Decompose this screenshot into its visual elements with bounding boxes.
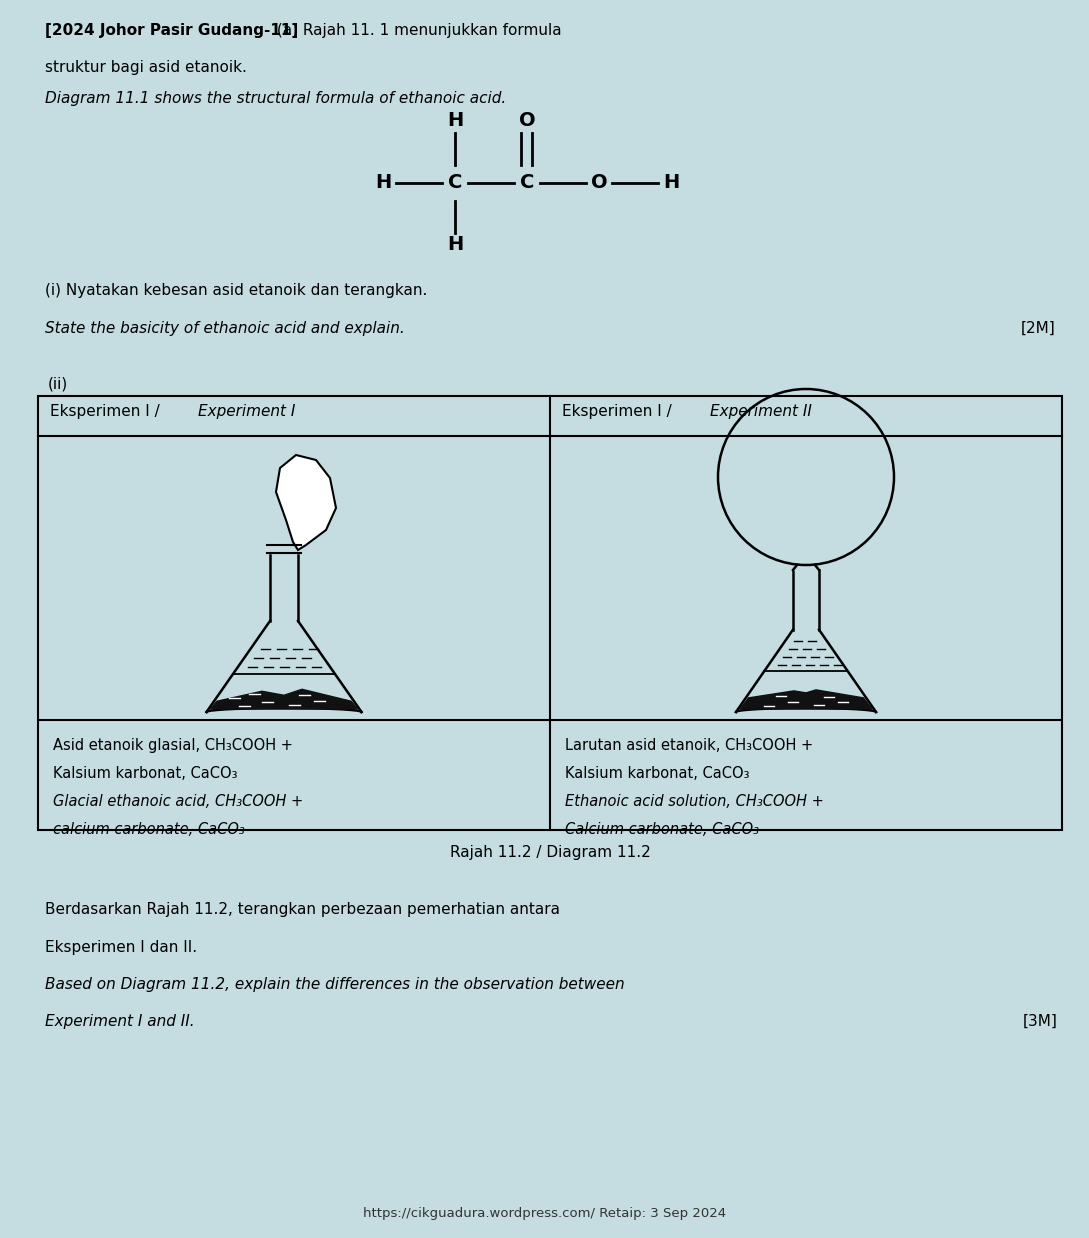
Text: [2M]: [2M] <box>1020 321 1055 335</box>
Text: https://cikguadura.wordpress.com/ Retaip: 3 Sep 2024: https://cikguadura.wordpress.com/ Retaip… <box>364 1207 726 1219</box>
Text: struktur bagi asid etanoik.: struktur bagi asid etanoik. <box>45 59 247 76</box>
Polygon shape <box>210 690 357 709</box>
Bar <box>38 396 1062 829</box>
Text: Diagram 11.1 shows the structural formula of ethanoic acid.: Diagram 11.1 shows the structural formul… <box>45 92 506 106</box>
Text: calcium carbonate, CaCO₃: calcium carbonate, CaCO₃ <box>53 822 245 837</box>
Text: State the basicity of ethanoic acid and explain.: State the basicity of ethanoic acid and … <box>45 321 405 335</box>
Text: Experiment II: Experiment II <box>710 404 812 418</box>
Text: (ii): (ii) <box>48 376 69 391</box>
Text: H: H <box>375 173 391 192</box>
Text: Asid etanoik glasial, CH₃COOH +: Asid etanoik glasial, CH₃COOH + <box>53 738 293 753</box>
Text: Glacial ethanoic acid, CH₃COOH +: Glacial ethanoic acid, CH₃COOH + <box>53 794 303 808</box>
Text: Kalsium karbonat, CaCO₃: Kalsium karbonat, CaCO₃ <box>53 766 237 781</box>
Polygon shape <box>276 456 337 550</box>
Text: Calcium carbonate, CaCO₃: Calcium carbonate, CaCO₃ <box>565 822 759 837</box>
Text: Berdasarkan Rajah 11.2, terangkan perbezaan pemerhatian antara: Berdasarkan Rajah 11.2, terangkan perbez… <box>45 903 560 917</box>
Text: C: C <box>519 173 535 192</box>
Text: Experiment I and II.: Experiment I and II. <box>45 1014 195 1029</box>
Text: [3M]: [3M] <box>1024 1014 1059 1029</box>
Text: H: H <box>446 235 463 255</box>
Text: Kalsium karbonat, CaCO₃: Kalsium karbonat, CaCO₃ <box>565 766 749 781</box>
Text: Eksperimen I /: Eksperimen I / <box>562 404 676 418</box>
Text: H: H <box>446 111 463 130</box>
Text: O: O <box>590 173 608 192</box>
Text: Larutan asid etanoik, CH₃COOH +: Larutan asid etanoik, CH₃COOH + <box>565 738 813 753</box>
Text: (a) Rajah 11. 1 menunjukkan formula: (a) Rajah 11. 1 menunjukkan formula <box>272 24 562 38</box>
Polygon shape <box>793 565 819 569</box>
Text: Eksperimen I dan II.: Eksperimen I dan II. <box>45 940 197 954</box>
Text: [2024 Johor Pasir Gudang-11]: [2024 Johor Pasir Gudang-11] <box>45 24 298 38</box>
Text: (i) Nyatakan kebesan asid etanoik dan terangkan.: (i) Nyatakan kebesan asid etanoik dan te… <box>45 284 427 298</box>
Text: H: H <box>663 173 680 192</box>
Text: Eksperimen I /: Eksperimen I / <box>50 404 164 418</box>
Text: Based on Diagram 11.2, explain the differences in the observation between: Based on Diagram 11.2, explain the diffe… <box>45 977 625 992</box>
Text: O: O <box>518 111 536 130</box>
Polygon shape <box>741 690 872 709</box>
Text: Ethanoic acid solution, CH₃COOH +: Ethanoic acid solution, CH₃COOH + <box>565 794 824 808</box>
Text: C: C <box>448 173 462 192</box>
Text: Experiment I: Experiment I <box>198 404 295 418</box>
Text: Rajah 11.2 / Diagram 11.2: Rajah 11.2 / Diagram 11.2 <box>450 846 650 860</box>
